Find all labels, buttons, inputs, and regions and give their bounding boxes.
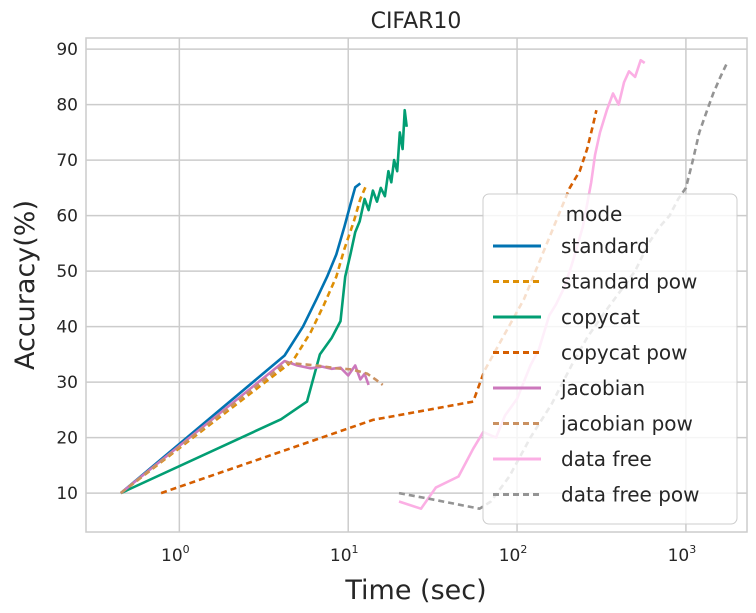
y-axis-label: Accuracy(%): [10, 200, 41, 370]
legend-title: mode: [566, 202, 623, 226]
x-axis-label: Time (sec): [344, 575, 486, 606]
series-lines: [119, 58, 729, 511]
legend-box: [482, 193, 738, 525]
legend-label-jacobian-pow: jacobian pow: [560, 412, 693, 436]
y-tick-label-30: 30: [56, 373, 78, 393]
legend-label-standard-pow: standard pow: [561, 270, 697, 294]
y-tick-label-40: 40: [56, 318, 78, 338]
y-tick-label-10: 10: [56, 484, 78, 504]
plot-frame: [85, 37, 748, 533]
legend-label-data-free-pow: data free pow: [561, 483, 700, 507]
series-line-jacobian-pow: [119, 361, 384, 495]
legend-entries: standard standard pow copycat copycat pow ja…: [493, 234, 700, 507]
x-tick-label-2: 102: [499, 543, 528, 566]
x-tick-label-1: 101: [330, 543, 359, 566]
legend-label-jacobian: jacobian: [560, 376, 645, 400]
legend-label-copycat-pow: copycat pow: [561, 341, 688, 365]
x-tick-labels: 100 101 102 103: [161, 543, 696, 566]
y-tick-label-80: 80: [56, 96, 78, 116]
y-tick-label-60: 60: [56, 207, 78, 227]
series-line-copycat: [120, 108, 408, 495]
legend-label-data-free: data free: [561, 447, 652, 471]
x-tick-label-0: 100: [161, 543, 190, 566]
legend-label-copycat: copycat: [561, 305, 640, 329]
series-line-standard: [119, 182, 362, 495]
legend: mode standard standard pow copycat copycat …: [482, 193, 738, 525]
series-line-standard-pow: [120, 184, 368, 495]
chart-title: CIFAR10: [371, 9, 462, 34]
y-tick-labels: 10 20 30 40 50 60 70 80 90: [56, 40, 78, 504]
y-tick-label-50: 50: [56, 262, 78, 282]
y-tick-label-70: 70: [56, 151, 78, 171]
x-tick-label-3: 103: [668, 543, 697, 566]
y-tick-label-90: 90: [56, 40, 78, 60]
series-line-copycat-pow: [160, 109, 598, 495]
legend-label-standard: standard: [561, 234, 650, 258]
y-tick-label-20: 20: [56, 429, 78, 449]
